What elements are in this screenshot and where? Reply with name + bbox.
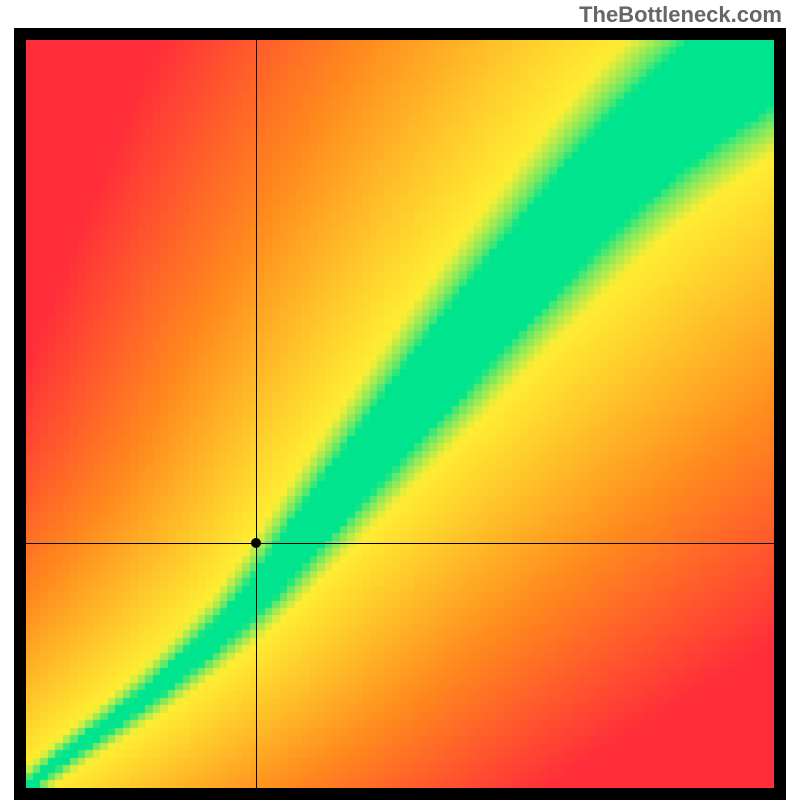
crosshair-marker: [251, 538, 261, 548]
crosshair-horizontal: [26, 543, 774, 544]
crosshair-vertical: [256, 40, 257, 788]
chart-border: [14, 28, 786, 800]
watermark: TheBottleneck.com: [579, 2, 782, 28]
heatmap-chart: [26, 40, 774, 788]
heatmap-canvas: [26, 40, 774, 788]
